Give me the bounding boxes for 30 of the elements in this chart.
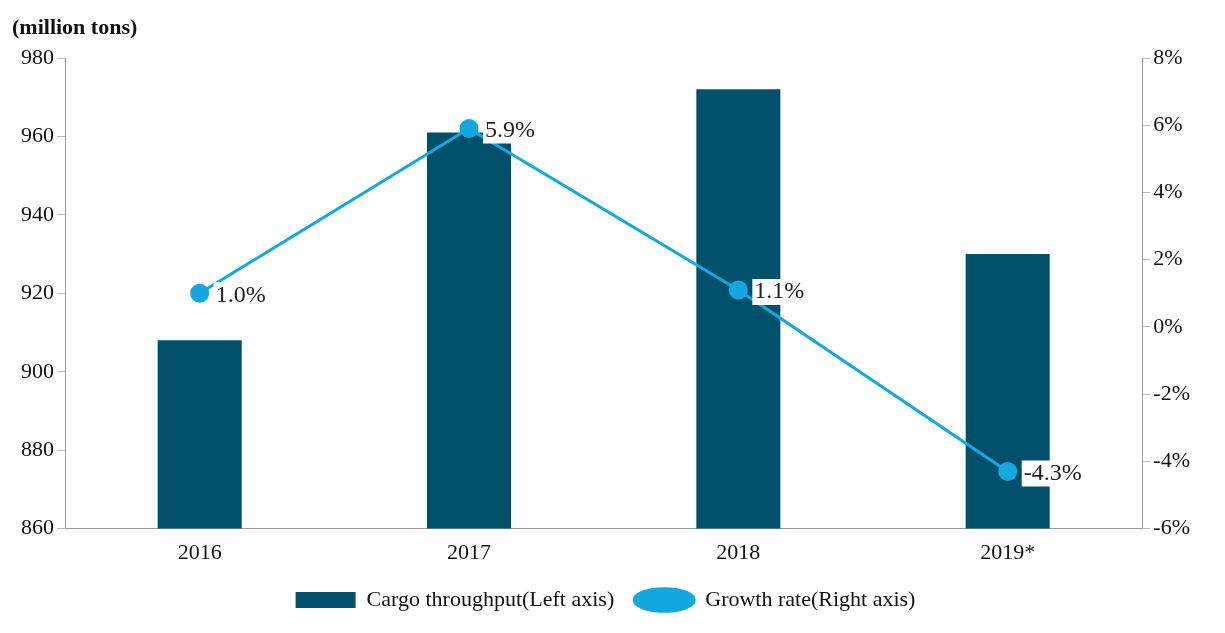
y2-tick-label: -6% [1153, 514, 1190, 540]
y2-tick-label: 4% [1153, 178, 1183, 204]
y2-tick-label: 0% [1153, 312, 1183, 338]
data-label: -4.3% [1023, 458, 1082, 485]
data-label: 1.0% [215, 280, 266, 307]
y-tick-label: 960 [21, 122, 54, 148]
y-tick-label: 920 [21, 279, 54, 305]
legend-label: Growth rate(Right axis) [705, 585, 916, 611]
legend-label: Cargo throughput(Left axis) [366, 585, 615, 611]
y2-tick-label: -2% [1153, 379, 1190, 405]
point [728, 280, 748, 300]
y-tick-label: 860 [21, 514, 54, 540]
y-axis-title: (million tons) [12, 13, 138, 39]
x-tick-label: 2017 [447, 538, 492, 564]
data-label: 5.9% [485, 115, 536, 142]
y-tick-label: 940 [21, 200, 54, 226]
y-tick-label: 900 [21, 357, 54, 383]
y2-tick-label: 2% [1153, 245, 1183, 271]
data-label: 1.1% [754, 277, 805, 304]
y-tick-label: 980 [21, 43, 54, 69]
x-tick-label: 2018 [716, 538, 761, 564]
x-tick-label: 2016 [177, 538, 222, 564]
x-tick-label: 2019* [980, 538, 1036, 564]
y2-tick-label: 8% [1153, 43, 1183, 69]
y2-tick-label: -4% [1153, 447, 1190, 473]
y2-tick-label: 6% [1153, 111, 1183, 137]
point [998, 461, 1018, 481]
point [190, 283, 210, 303]
point [459, 119, 479, 139]
y-tick-label: 880 [21, 435, 54, 461]
